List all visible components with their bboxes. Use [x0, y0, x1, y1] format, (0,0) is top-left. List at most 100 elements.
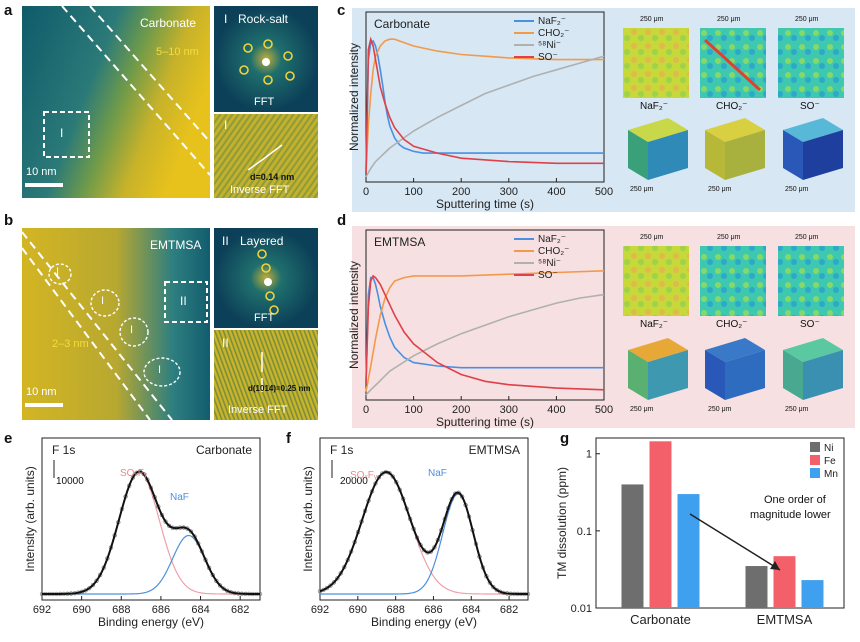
panel-d-map-scale-1: 250 μm: [640, 234, 664, 241]
panel-b-d-spacing: d(1014)=0.25 nm: [248, 384, 311, 393]
x-tick-label: 500: [595, 404, 613, 416]
panel-d-map-label-2: CHO₂⁻: [716, 319, 748, 330]
x-tick-label: 684: [462, 604, 480, 616]
x-tick-label: 690: [349, 604, 367, 616]
data-point: [491, 584, 496, 590]
panel-d-maps: [623, 246, 844, 400]
panel-label-a: a: [4, 2, 13, 19]
y-axis-label: Intensity (arb. units): [23, 466, 37, 571]
panel-label-e: e: [4, 430, 13, 447]
panel-d-map-scale-2: 250 μm: [717, 234, 741, 241]
panel-c-map-scale-2: 250 μm: [717, 16, 741, 23]
bar-ni: [621, 484, 644, 608]
x-tick-label: 0: [363, 186, 369, 198]
y-tick-label: 0.1: [577, 526, 592, 538]
x-tick-label: 682: [500, 604, 518, 616]
annotation-arrow: [689, 513, 781, 571]
data-point: [167, 523, 172, 528]
x-axis-label: Binding energy (eV): [371, 615, 477, 629]
panel-b-scale-label: 10 nm: [26, 386, 57, 398]
plot-frame: [595, 437, 845, 609]
y-tick-label: 0.01: [571, 603, 592, 615]
bar-fe: [649, 441, 672, 608]
panel-f-scalebar-label: 20000: [340, 476, 368, 487]
panel-a-fft-label: Rock-salt: [238, 12, 289, 26]
panel-d-cube-dim: 250 μm: [630, 406, 654, 413]
legend-label: NaF₂⁻: [538, 16, 566, 27]
x-tick-label: 0: [363, 404, 369, 416]
legend-swatch: [810, 442, 820, 452]
legend-label: SO⁻: [538, 270, 558, 281]
series-line-1: [365, 270, 605, 392]
panel-a-tem-image: [22, 5, 211, 198]
panel-b-region-label: II: [180, 294, 187, 308]
panel-b-ifft-roman: II: [222, 336, 229, 350]
panel-b-ifft-caption: Inverse FFT: [228, 404, 288, 416]
panel-c-cube-dim: 250 μm: [630, 186, 654, 193]
annotation-arrowhead: [770, 561, 780, 570]
data-point: [90, 582, 96, 588]
panel-a-fft-image: [214, 6, 318, 112]
x-tick-label: 100: [404, 404, 422, 416]
data-point: [141, 471, 146, 477]
legend-label: SO⁻: [538, 52, 558, 63]
chart-title: EMTMSA: [374, 235, 425, 249]
fit-component-1: [320, 493, 529, 595]
bar-mn: [677, 494, 700, 608]
chart-title: F 1s: [330, 443, 353, 457]
x-tick-label: 686: [424, 604, 442, 616]
panel-f-peak1-label: SOₓFᵧ: [350, 470, 378, 481]
chart-subtitle: Carbonate: [196, 443, 252, 457]
panel-a-fft-roman: I: [224, 12, 228, 26]
data-point: [390, 474, 395, 479]
series-line-3: [365, 274, 605, 391]
legend-label: Mn: [824, 469, 838, 480]
panel-a-d-spacing: d=0.14 nm: [250, 172, 295, 182]
legend-label: ⁵⁸Ni⁻: [538, 258, 561, 269]
panel-d-cube-dim-3: 250 μm: [785, 406, 809, 413]
panel-label-b: b: [4, 212, 14, 229]
category-label: EMTMSA: [757, 612, 813, 627]
plot-frame: [365, 11, 605, 183]
plot-frame: [319, 437, 529, 601]
x-tick-label: 300: [500, 186, 518, 198]
data-point: [94, 578, 99, 583]
x-tick-label: 692: [33, 604, 51, 616]
series-line-2: [365, 55, 605, 178]
x-tick-label: 690: [72, 604, 90, 616]
panel-b-fft-image: [214, 228, 318, 328]
data-point: [335, 576, 340, 581]
panel-label-d: d: [337, 212, 347, 229]
panel-g-annotation-1: One order of: [764, 494, 826, 506]
panel-e-peak1-label: SOₓFᵧ: [120, 468, 148, 479]
panel-label-c: c: [337, 2, 346, 19]
category-label: Carbonate: [630, 612, 691, 627]
y-axis-label: Intensity (arb. units): [301, 466, 315, 571]
legend-label: NaF₂⁻: [538, 234, 566, 245]
legend-label: ⁵⁸Ni⁻: [538, 40, 561, 51]
data-point: [421, 547, 427, 553]
panel-c-maps: [623, 28, 844, 180]
panel-a-region-label: I: [60, 126, 64, 140]
chart-c: 0 100 200 300 400 500 Sputtering time (s) Norma…: [347, 11, 613, 211]
chart-subtitle: EMTMSA: [469, 443, 520, 457]
x-axis-label: Binding energy (eV): [98, 615, 204, 629]
x-tick-label: 200: [452, 404, 470, 416]
panel-b-main-label: EMTMSA: [150, 238, 202, 252]
x-tick-label: 688: [386, 604, 404, 616]
x-tick-label: 688: [112, 604, 130, 616]
chart-f: 692 690 688 686 684 682 Binding energy (eV) Int…: [301, 437, 531, 629]
panel-label-g: g: [560, 430, 570, 447]
panel-f-peak2-label: NaF: [428, 468, 447, 479]
x-tick-label: 500: [595, 186, 613, 198]
bar-ni: [745, 566, 768, 608]
series-line-1: [365, 38, 604, 174]
panel-a-main-label: Carbonate: [140, 16, 197, 30]
x-tick-label: 300: [500, 404, 518, 416]
panel-c-cube-dim-3: 250 μm: [785, 186, 809, 193]
panel-a-ifft-caption: Inverse FFT: [230, 184, 290, 196]
panel-c-map-label-3: SO⁻: [800, 101, 820, 112]
data-point: [328, 583, 333, 588]
fit-component-0: [319, 471, 528, 595]
